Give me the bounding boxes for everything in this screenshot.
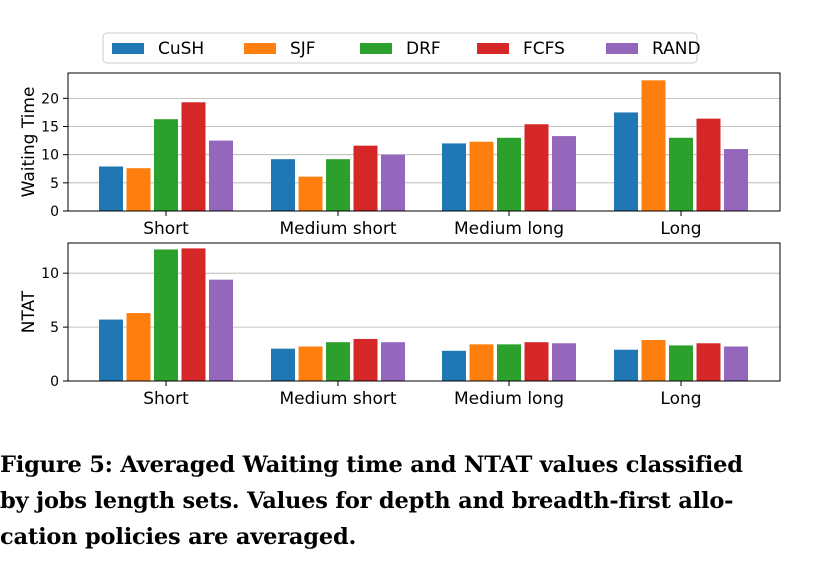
ytick-label-ntat-10: 10 xyxy=(41,266,59,282)
axes-frame-ntat xyxy=(67,242,781,382)
ytick-label-waiting-time-15: 15 xyxy=(41,120,59,136)
bar-ntat-fcfs-long xyxy=(696,343,721,381)
bar-ntat-drf-medium-long xyxy=(497,344,521,381)
xtick-label-ntat-medium-long: Medium long xyxy=(454,389,564,409)
bar-ntat-drf-long xyxy=(669,345,693,381)
bar-waiting-time-drf-medium-short xyxy=(326,159,350,211)
ytick-label-ntat-0: 0 xyxy=(50,374,59,390)
xtick-label-waiting-time-short: Short xyxy=(143,219,189,239)
bar-ntat-sjf-long xyxy=(641,340,666,381)
bar-waiting-time-rand-long xyxy=(724,149,748,211)
bar-waiting-time-drf-medium-long xyxy=(497,137,521,211)
ytick-label-waiting-time-5: 5 xyxy=(50,176,59,192)
bar-waiting-time-sjf-short xyxy=(126,168,151,211)
xtick-label-ntat-medium-short: Medium short xyxy=(279,389,396,409)
caption-line-3: cation policies are averaged. xyxy=(0,524,357,550)
ylabel-ntat: NTAT xyxy=(19,290,39,333)
legend-label-sjf: SJF xyxy=(290,39,316,59)
legend-label-fcfs: FCFS xyxy=(523,39,565,59)
bar-ntat-fcfs-short xyxy=(181,248,206,381)
bar-waiting-time-sjf-medium-long xyxy=(469,141,494,211)
bar-ntat-rand-medium-long xyxy=(552,343,576,381)
caption-line-1: Figure 5: Averaged Waiting time and NTAT… xyxy=(0,452,743,478)
legend-swatch-fcfs xyxy=(477,43,509,54)
panel-ntat: 0 5 10 Short Medium short Medium long Long NTAT xyxy=(19,242,781,409)
bar-ntat-cush-short xyxy=(99,319,123,381)
ylabel-waiting-time: Waiting Time xyxy=(19,87,39,198)
bar-waiting-time-cush-medium-short xyxy=(271,159,295,211)
legend-label-rand: RAND xyxy=(652,39,701,59)
legend-frame xyxy=(102,32,698,64)
caption-line-2: by jobs length sets. Values for depth an… xyxy=(0,488,734,514)
bar-waiting-time-fcfs-medium-long xyxy=(524,124,549,211)
bar-ntat-cush-medium-long xyxy=(442,350,466,381)
bar-ntat-cush-medium-short xyxy=(271,348,295,381)
ytick-label-waiting-time-10: 10 xyxy=(41,148,59,164)
xtick-label-ntat-short: Short xyxy=(143,389,189,409)
bar-ntat-fcfs-medium-long xyxy=(524,342,549,381)
bar-waiting-time-rand-short xyxy=(209,140,233,211)
bar-waiting-time-rand-medium-long xyxy=(552,136,576,211)
legend: CuSH SJF DRF FCFS RAND xyxy=(102,32,701,64)
bar-waiting-time-fcfs-medium-short xyxy=(353,145,378,211)
panel-waiting-time: 0 5 10 15 20 Short Medium short Medium long Long… xyxy=(19,72,781,239)
bar-waiting-time-drf-long xyxy=(669,137,693,211)
bar-waiting-time-fcfs-short xyxy=(181,102,206,211)
bar-waiting-time-cush-short xyxy=(99,166,123,211)
bar-waiting-time-sjf-long xyxy=(641,80,666,211)
legend-label-drf: DRF xyxy=(406,39,441,59)
bar-ntat-fcfs-medium-short xyxy=(353,338,378,381)
bar-ntat-drf-medium-short xyxy=(326,342,350,381)
xtick-label-waiting-time-long: Long xyxy=(660,219,701,239)
bar-ntat-sjf-short xyxy=(126,313,151,381)
bar-ntat-cush-long xyxy=(614,349,638,381)
ytick-label-ntat-5: 5 xyxy=(50,320,59,336)
ytick-label-waiting-time-0: 0 xyxy=(50,204,59,220)
xtick-label-ntat-long: Long xyxy=(660,389,701,409)
ytick-label-waiting-time-20: 20 xyxy=(41,91,59,107)
legend-label-cush: CuSH xyxy=(158,39,204,59)
bar-waiting-time-cush-long xyxy=(614,112,638,211)
figure-caption: Figure 5: Averaged Waiting time and NTAT… xyxy=(0,447,832,555)
legend-swatch-sjf xyxy=(244,43,276,54)
xtick-label-waiting-time-medium-short: Medium short xyxy=(279,219,396,239)
bar-waiting-time-sjf-medium-short xyxy=(298,176,323,211)
bar-ntat-sjf-medium-long xyxy=(469,344,494,381)
bar-ntat-rand-medium-short xyxy=(381,342,405,381)
bar-ntat-rand-long xyxy=(724,346,748,381)
bar-ntat-drf-short xyxy=(154,249,178,381)
bar-waiting-time-cush-medium-long xyxy=(442,143,466,211)
legend-swatch-drf xyxy=(360,43,392,54)
bar-waiting-time-rand-medium-short xyxy=(381,154,405,211)
bar-waiting-time-fcfs-long xyxy=(696,118,721,211)
legend-swatch-cush xyxy=(112,43,144,54)
bar-ntat-sjf-medium-short xyxy=(298,346,323,381)
bar-ntat-rand-short xyxy=(209,279,233,381)
axes-frame-waiting-time xyxy=(67,72,781,212)
legend-swatch-rand xyxy=(606,43,638,54)
xtick-label-waiting-time-medium-long: Medium long xyxy=(454,219,564,239)
bar-waiting-time-drf-short xyxy=(154,119,178,211)
